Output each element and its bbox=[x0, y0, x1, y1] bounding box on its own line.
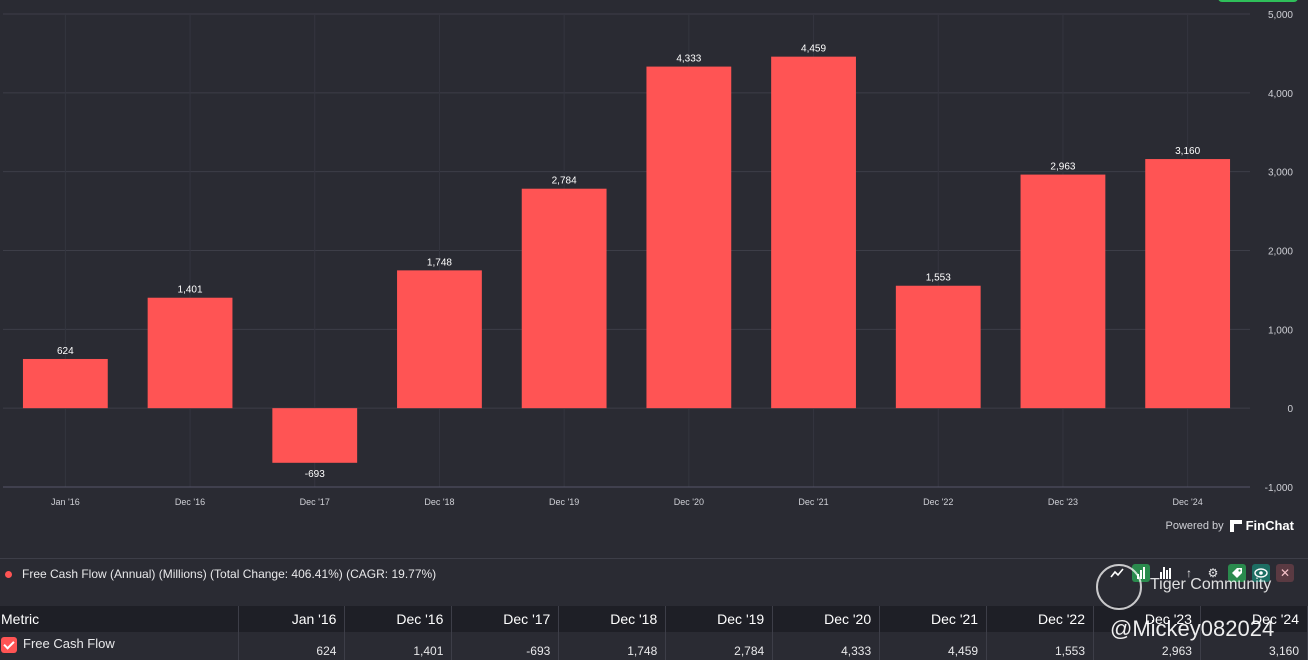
bar-chart-icon[interactable] bbox=[1132, 564, 1150, 582]
table-cell: 624 bbox=[238, 632, 346, 660]
column-header: Dec '17 bbox=[451, 606, 560, 632]
bar bbox=[771, 56, 856, 409]
legend-row: Free Cash Flow (Annual) (Millions) (Tota… bbox=[0, 562, 1308, 586]
table-cell: 2,784 bbox=[665, 632, 774, 660]
column-header: Dec '18 bbox=[558, 606, 667, 632]
y-tick-label: 5,000 bbox=[1268, 10, 1293, 21]
metric-cell: Free Cash Flow bbox=[0, 632, 239, 660]
series-toolbar: ↑ ⚙ ✕ bbox=[1108, 564, 1294, 582]
sort-icon[interactable]: ↑ bbox=[1186, 566, 1192, 580]
x-tick-label: Jan '16 bbox=[51, 497, 80, 507]
bar bbox=[895, 285, 981, 409]
y-tick-label: 3,000 bbox=[1268, 168, 1293, 179]
table-cell: 2,963 bbox=[1093, 632, 1201, 660]
column-header: Dec '20 bbox=[772, 606, 881, 632]
column-header: Dec '16 bbox=[344, 606, 453, 632]
legend-text: Free Cash Flow (Annual) (Millions) (Tota… bbox=[22, 567, 437, 581]
bar bbox=[521, 188, 607, 409]
bar bbox=[1145, 159, 1231, 409]
x-tick-label: Dec '19 bbox=[549, 497, 579, 507]
metric-header: Metric bbox=[0, 606, 239, 632]
line-chart-icon[interactable] bbox=[1108, 564, 1126, 582]
table-cell: 3,160 bbox=[1200, 632, 1308, 660]
eye-icon[interactable] bbox=[1252, 564, 1270, 582]
table-cell: 4,459 bbox=[879, 632, 988, 660]
bar bbox=[397, 270, 482, 409]
gear-icon[interactable]: ⚙ bbox=[1207, 566, 1219, 580]
table-cell: 1,748 bbox=[558, 632, 667, 660]
data-label: 1,748 bbox=[427, 257, 452, 268]
finchat-logo-icon bbox=[1229, 519, 1242, 532]
data-label: -693 bbox=[305, 469, 325, 480]
x-tick-label: Dec '23 bbox=[1048, 497, 1078, 507]
divider bbox=[0, 558, 1308, 559]
data-label: 3,160 bbox=[1175, 146, 1200, 157]
powered-by: Powered by FinChat bbox=[1166, 518, 1294, 533]
finchat-logo[interactable]: FinChat bbox=[1229, 518, 1294, 533]
x-tick-label: Dec '17 bbox=[300, 497, 330, 507]
tag-icon[interactable] bbox=[1228, 564, 1246, 582]
y-tick-label: -1,000 bbox=[1265, 483, 1294, 494]
data-label: 4,459 bbox=[801, 44, 826, 55]
metric-name: Free Cash Flow bbox=[23, 636, 115, 652]
table-cell: 1,553 bbox=[986, 632, 1094, 660]
bar-chart: -1,000 0 1,000 2,000 3,000 4,000 5,000 624 Jan '… bbox=[3, 10, 1294, 507]
series-checkbox[interactable] bbox=[1, 637, 17, 653]
x-tick-label: Dec '18 bbox=[424, 497, 454, 507]
data-label: 1,553 bbox=[926, 273, 951, 284]
data-label: 624 bbox=[57, 346, 74, 357]
column-header: Dec '21 bbox=[879, 606, 988, 632]
chart-area: -1,000 0 1,000 2,000 3,000 4,000 5,000 624 Jan '… bbox=[3, 0, 1298, 507]
column-header: Jan '16 bbox=[238, 606, 346, 632]
top-status-pill[interactable] bbox=[1218, 0, 1298, 2]
table-cell: 1,401 bbox=[344, 632, 453, 660]
column-header: Dec '19 bbox=[665, 606, 774, 632]
bar bbox=[272, 408, 358, 463]
bar bbox=[147, 297, 233, 409]
x-tick-label: Dec '21 bbox=[798, 497, 828, 507]
bar bbox=[646, 66, 732, 409]
grouped-bars-icon[interactable] bbox=[1156, 564, 1174, 582]
y-tick-label: 0 bbox=[1287, 404, 1293, 415]
column-header: Dec '22 bbox=[986, 606, 1094, 632]
bar bbox=[22, 358, 108, 409]
bar bbox=[1020, 174, 1106, 409]
column-header: Dec '24 bbox=[1200, 606, 1308, 632]
x-tick-label: Dec '16 bbox=[175, 497, 205, 507]
table-cell: 4,333 bbox=[772, 632, 881, 660]
y-tick-label: 4,000 bbox=[1268, 89, 1293, 100]
data-label: 2,784 bbox=[552, 176, 577, 187]
data-table: Metric Jan '16 Dec '16 Dec '17 Dec '18 D… bbox=[0, 606, 1308, 660]
table-cell: -693 bbox=[451, 632, 560, 660]
data-label: 4,333 bbox=[676, 54, 701, 65]
data-label: 2,963 bbox=[1050, 162, 1075, 173]
x-tick-label: Dec '24 bbox=[1173, 497, 1203, 507]
y-tick-label: 1,000 bbox=[1268, 325, 1293, 336]
table-row: Free Cash Flow 624 1,401 -693 1,748 2,78… bbox=[0, 632, 1308, 660]
data-label: 1,401 bbox=[178, 285, 203, 296]
close-icon[interactable]: ✕ bbox=[1276, 564, 1294, 582]
y-tick-label: 2,000 bbox=[1268, 247, 1293, 258]
table-header-row: Metric Jan '16 Dec '16 Dec '17 Dec '18 D… bbox=[0, 606, 1308, 632]
x-tick-label: Dec '20 bbox=[674, 497, 704, 507]
legend-dot bbox=[5, 570, 12, 578]
column-header: Dec '23 bbox=[1093, 606, 1201, 632]
powered-by-label: Powered by bbox=[1165, 519, 1224, 532]
finchat-brand-name: FinChat bbox=[1245, 518, 1294, 533]
x-tick-label: Dec '22 bbox=[923, 497, 953, 507]
